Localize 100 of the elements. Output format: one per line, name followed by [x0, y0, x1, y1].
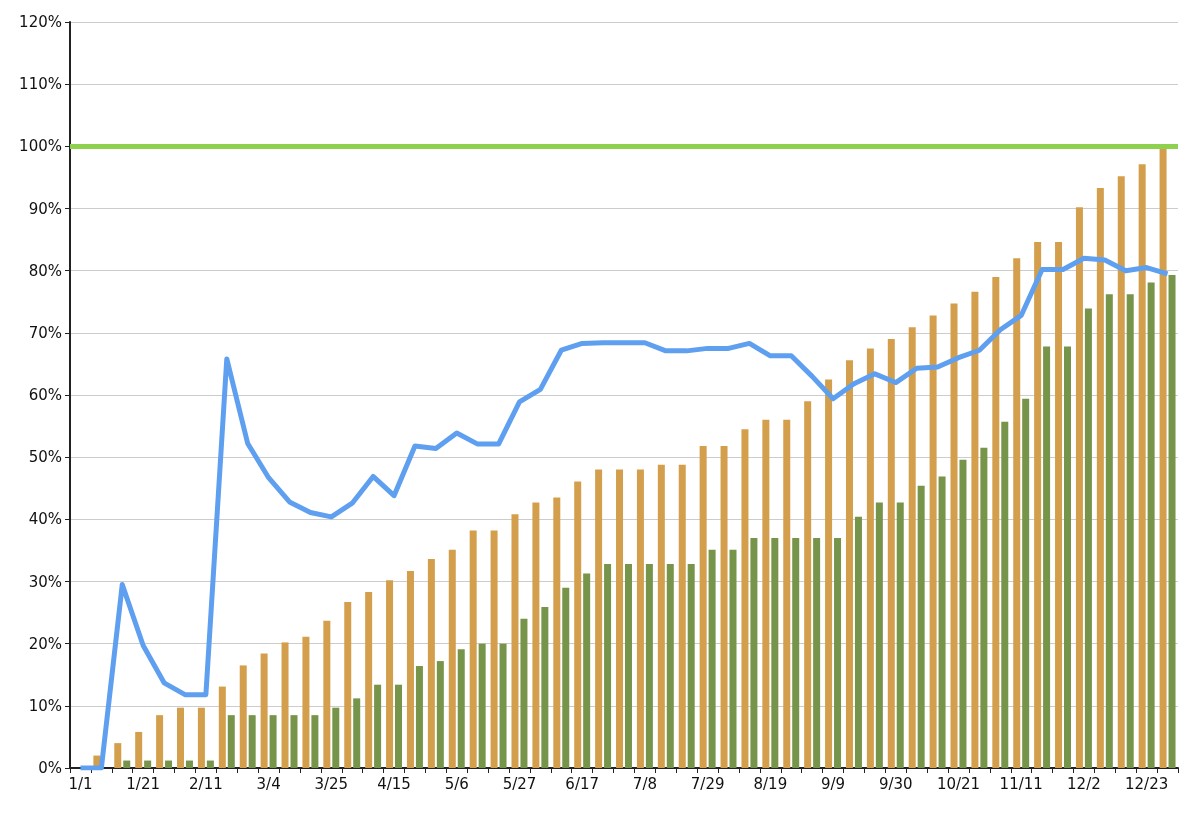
y-tick-label: 90%	[28, 199, 62, 218]
y-tick-label: 60%	[28, 386, 62, 404]
bar	[562, 587, 570, 768]
y-tick-label: 20%	[28, 634, 62, 653]
bar	[239, 665, 247, 768]
bar	[729, 549, 737, 768]
bar	[269, 715, 277, 768]
bar	[866, 348, 874, 768]
bar	[427, 559, 435, 768]
bar	[699, 445, 707, 768]
bar	[645, 564, 653, 768]
bar	[114, 743, 122, 768]
bar	[1075, 207, 1083, 768]
bar	[532, 502, 540, 768]
bar	[971, 291, 979, 768]
bar	[678, 464, 686, 768]
bar	[302, 636, 310, 768]
bar	[374, 684, 382, 768]
x-tick-label: 6/17	[565, 774, 600, 793]
bar	[165, 760, 173, 768]
x-tick-label: 2/11	[189, 774, 223, 793]
bar	[834, 537, 842, 768]
y-tick-label: 40%	[28, 510, 62, 529]
bar	[323, 620, 331, 768]
bar	[344, 602, 352, 768]
bar	[281, 642, 289, 768]
bar	[1055, 242, 1063, 768]
x-tick-label: 8/19	[753, 774, 788, 793]
bar	[1001, 421, 1009, 768]
bar	[406, 570, 414, 768]
bar	[792, 537, 800, 768]
bar	[845, 360, 853, 768]
bar	[415, 666, 423, 768]
y-tick-label: 80%	[28, 261, 62, 280]
x-tick-label: 12/2	[1067, 774, 1101, 793]
bar	[353, 698, 361, 768]
x-tick-label: 12/23	[1125, 774, 1169, 793]
bar	[687, 564, 695, 768]
bar	[771, 537, 779, 768]
bar	[457, 649, 465, 768]
bar	[887, 339, 895, 768]
bar	[386, 580, 394, 768]
bar	[762, 419, 770, 768]
bar	[135, 731, 143, 768]
bar	[227, 715, 235, 768]
bar	[583, 573, 591, 768]
y-tick-label: 100%	[19, 137, 62, 156]
bar	[1064, 346, 1071, 768]
bar	[616, 469, 624, 768]
bar	[332, 707, 340, 768]
bar	[553, 497, 561, 768]
x-tick-label: 11/11	[999, 774, 1043, 793]
bar	[1159, 146, 1167, 768]
bar	[804, 401, 812, 768]
bar	[929, 315, 937, 768]
bar	[290, 715, 298, 768]
y-tick-label: 10%	[28, 696, 62, 715]
bar	[197, 707, 205, 768]
bar	[854, 516, 862, 768]
bar	[992, 276, 1000, 768]
y-tick-label: 70%	[28, 323, 62, 342]
y-tick-label: 50%	[28, 448, 62, 467]
bar	[260, 653, 268, 768]
y-tick-label: 120%	[19, 13, 62, 31]
bar	[741, 429, 749, 768]
bar	[666, 564, 674, 768]
y-tick-label: 0%	[38, 759, 62, 777]
bar	[1117, 176, 1125, 768]
bar	[520, 618, 528, 768]
bar	[825, 379, 833, 768]
bar	[206, 760, 214, 768]
x-tick-label: 5/6	[444, 774, 469, 793]
bar	[657, 464, 665, 768]
bar	[218, 686, 226, 768]
bar	[248, 715, 256, 768]
bar	[144, 760, 152, 768]
bar	[574, 481, 582, 768]
x-tick-label: 9/30	[878, 774, 913, 793]
bar	[783, 419, 791, 768]
y-tick-label: 110%	[19, 75, 62, 94]
bar	[511, 514, 519, 768]
bar	[469, 530, 477, 768]
bar	[448, 549, 456, 768]
bar	[896, 502, 904, 768]
bar	[1096, 187, 1104, 768]
bar	[1138, 164, 1146, 768]
x-tick-label: 3/25	[314, 774, 349, 793]
bar	[624, 564, 632, 768]
bar	[123, 760, 131, 768]
x-tick-label: 4/15	[377, 774, 411, 793]
bar	[875, 502, 883, 768]
bar	[636, 469, 644, 768]
bar	[365, 592, 373, 768]
x-tick-label: 1/21	[126, 774, 161, 793]
bar	[156, 715, 164, 768]
x-tick-label: 7/29	[690, 774, 725, 793]
bar	[813, 537, 821, 768]
bar	[1105, 294, 1113, 768]
x-tick-label: 5/27	[502, 774, 537, 793]
bar	[499, 643, 507, 768]
